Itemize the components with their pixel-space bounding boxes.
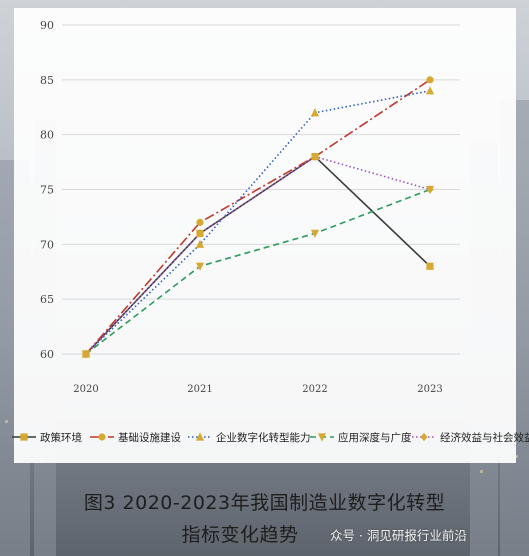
figure-caption-line1: 图3 2020-2023年我国制造业数字化转型 [83,492,446,514]
data-point [310,229,320,238]
legend-swatch-marker [317,433,327,442]
legend: 政策环境 基础设施建设 企业数字化转型能力 应用深度与广度 经济效益与社会效益 [12,431,529,444]
data-point [195,239,205,248]
series-lines [85,79,431,355]
grid-lines [62,24,460,355]
x-tick-labels: 2020 2021 2022 2023 [73,384,442,395]
data-point [82,349,90,359]
legend-label: 应用深度与广度 [338,431,412,444]
y-tick-label: 80 [40,129,54,142]
x-tick-label: 2021 [187,384,212,395]
series-line-4 [85,188,431,355]
series-line-5 [85,155,431,355]
y-tick-label: 70 [40,238,54,251]
legend-label: 企业数字化转型能力 [216,431,311,444]
legend-label: 政策环境 [40,431,82,444]
legend-label: 经济效益与社会效益 [440,431,529,444]
legend-swatch-marker [20,433,28,441]
y-tick-label: 65 [40,293,54,306]
x-tick-label: 2020 [73,384,98,395]
y-tick-labels: 60 65 70 75 80 85 90 [40,19,54,361]
legend-swatch-marker [195,432,205,441]
series-markers [81,76,435,359]
data-point [196,229,204,238]
y-tick-label: 85 [40,74,54,87]
figure-caption-line2: 指标变化趋势 [181,524,299,546]
x-tick-label: 2023 [417,384,442,395]
data-point [311,152,319,161]
legend-swatch-marker [420,432,428,442]
data-point [425,86,435,95]
data-point [196,218,204,226]
data-point [426,76,434,84]
data-point [426,185,434,194]
data-point [426,262,434,270]
chart-background [14,8,516,463]
y-tick-label: 90 [40,19,54,32]
data-point [195,262,205,271]
series-line-2 [85,79,431,355]
x-tick-label: 2022 [302,384,327,395]
legend-swatch-marker [98,433,106,441]
y-tick-label: 60 [40,348,54,361]
watermark-text: 众号 · 洞见研报行业前沿 [330,528,467,543]
y-tick-label: 75 [40,184,54,197]
data-point [310,108,320,117]
legend-label: 基础设施建设 [118,431,181,444]
